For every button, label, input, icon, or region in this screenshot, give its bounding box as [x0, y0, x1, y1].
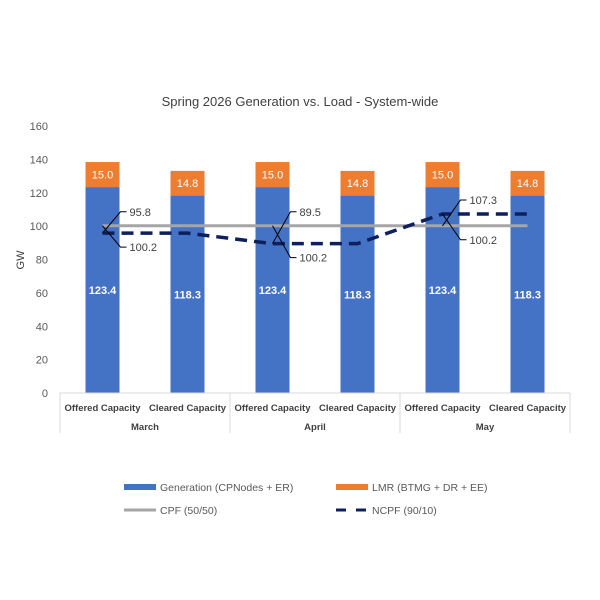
data-label-generation: 118.3 — [514, 289, 541, 301]
data-label-lmr: 15.0 — [432, 170, 453, 182]
chart-title: Spring 2026 Generation vs. Load - System… — [162, 94, 439, 109]
annotation-leader — [102, 211, 127, 234]
data-label-lmr: 14.8 — [347, 178, 368, 190]
data-label-lmr: 15.0 — [262, 170, 283, 182]
bar-generation — [510, 195, 545, 393]
bar-generation — [255, 187, 290, 393]
data-label-generation: 123.4 — [259, 285, 287, 297]
data-label-generation: 118.3 — [344, 289, 371, 301]
y-tick-label: 120 — [30, 188, 48, 200]
annotation-leader — [272, 211, 297, 244]
legend-label: LMR (BTMG + DR + EE) — [372, 482, 488, 494]
annotation-label: 107.3 — [470, 195, 498, 207]
annotation-leader — [442, 199, 467, 227]
legend-label: NCPF (90/10) — [372, 505, 437, 517]
bar-lmr — [340, 170, 375, 196]
x-tick-label: Offered Capacity — [234, 403, 311, 414]
annotation-label: 100.2 — [470, 235, 498, 247]
data-label-generation: 118.3 — [174, 289, 201, 301]
annotation-leader — [442, 213, 467, 241]
legend-label: CPF (50/50) — [160, 505, 217, 517]
y-tick-label: 0 — [42, 388, 48, 400]
data-label-lmr: 15.0 — [92, 170, 113, 182]
bar-generation — [85, 187, 120, 393]
annotation-leader — [272, 225, 297, 259]
annotation-label: 100.2 — [300, 253, 328, 265]
bar-generation — [170, 195, 205, 393]
bar-generation — [340, 195, 375, 393]
y-tick-label: 80 — [36, 255, 48, 267]
x-tick-label: Cleared Capacity — [319, 403, 397, 414]
y-tick-label: 60 — [36, 288, 48, 300]
x-group-label: March — [131, 422, 159, 433]
bar-lmr — [85, 162, 120, 188]
bar-lmr — [170, 170, 205, 196]
data-label-lmr: 14.8 — [177, 178, 198, 190]
y-axis-label: GW — [15, 250, 27, 270]
y-tick-label: 40 — [36, 321, 48, 333]
data-label-generation: 123.4 — [429, 285, 457, 297]
legend-swatch — [124, 484, 156, 490]
annotation-label: 100.2 — [130, 242, 158, 254]
bar-lmr — [425, 162, 460, 188]
annotation-label: 95.8 — [130, 207, 151, 219]
data-label-lmr: 14.8 — [517, 178, 538, 190]
x-tick-label: Offered Capacity — [64, 403, 141, 414]
y-tick-label: 100 — [30, 221, 48, 233]
annotation-leader — [102, 225, 127, 248]
y-tick-label: 140 — [30, 154, 48, 166]
x-tick-label: Cleared Capacity — [149, 403, 227, 414]
data-label-generation: 123.4 — [89, 285, 117, 297]
bar-lmr — [255, 162, 290, 188]
annotation-label: 89.5 — [300, 207, 321, 219]
y-tick-label: 20 — [36, 355, 48, 367]
y-tick-label: 160 — [30, 121, 48, 133]
x-tick-label: Offered Capacity — [404, 403, 481, 414]
x-group-label: May — [476, 422, 495, 433]
legend-swatch — [336, 484, 368, 490]
line-ncpf — [102, 212, 528, 246]
bar-generation — [425, 187, 460, 393]
legend-label: Generation (CPNodes + ER) — [160, 482, 293, 494]
bar-lmr — [510, 170, 545, 196]
x-tick-label: Cleared Capacity — [489, 403, 567, 414]
x-group-label: April — [304, 422, 326, 433]
